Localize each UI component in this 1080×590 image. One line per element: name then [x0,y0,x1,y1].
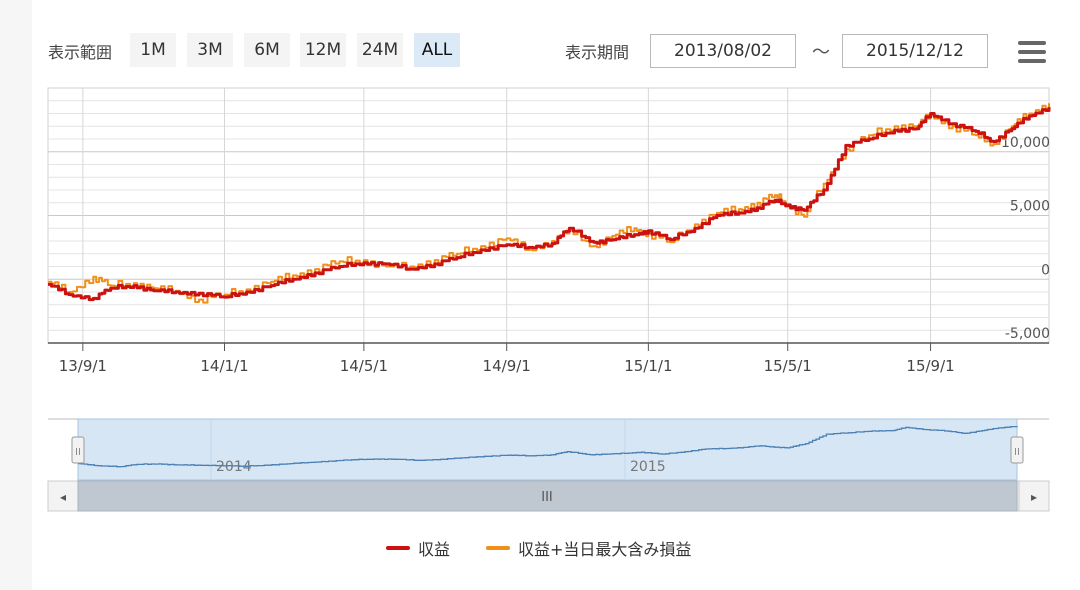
legend-item-profit[interactable]: 収益 [386,536,450,560]
y-tick-label: 0 [1041,262,1050,278]
line-chart: -5,000 0 5,000 10,000 13/9/1 14/1/1 14/5/1 14/… [47,87,1051,512]
range-button-1m[interactable]: 1M [130,33,176,67]
x-tick-label: 14/1/1 [200,357,248,375]
y-tick-label: -5,000 [1005,326,1050,342]
scroll-left-button[interactable] [47,480,79,512]
range-button-3m[interactable]: 3M [187,33,233,67]
range-button-6m[interactable]: 6M [244,33,290,67]
navigator-right-handle[interactable] [1010,436,1024,464]
x-tick-label: 15/1/1 [624,357,672,375]
scroll-left-arrow-icon: ◂ [60,490,66,504]
y-tick-label: 10,000 [1001,135,1050,151]
y-tick-label: 5,000 [1010,199,1050,215]
legend-swatch-profit-max [486,546,510,550]
scrollbar-thumb-grip: III [541,490,553,505]
scrollbar: ◂ III ▸ [47,480,1050,512]
range-button-12m[interactable]: 12M [300,33,346,67]
period-label: 表示期間 [565,43,630,62]
scrollbar-thumb[interactable] [77,480,1018,512]
horizontal-gridlines [48,100,1049,331]
navigator-left-handle[interactable] [71,436,85,464]
x-tick-label: 15/9/1 [906,357,954,375]
scroll-right-button[interactable] [1018,480,1050,512]
legend-item-profit-max[interactable]: 収益+当日最大含み損益 [486,536,691,560]
navigator-series-line [78,425,1018,468]
chart-container: 表示範囲 1M 3M 6M 12M 24M ALL 表示期間 2013/08/0… [32,0,1080,590]
navigator-year-label-2014: 2014 [216,459,252,475]
navigator: 2014 2015 II II [48,418,1049,481]
range-button-all[interactable]: ALL [414,33,460,67]
legend-label-profit-max: 収益+当日最大含み損益 [518,540,692,559]
start-date-input[interactable]: 2013/08/02 [650,34,796,68]
date-range-separator: ～ [812,42,830,63]
end-date-input[interactable]: 2015/12/12 [842,34,988,68]
navigator-year-label-2015: 2015 [630,459,666,475]
navigator-left-handle-grip: II [75,447,81,458]
x-tick-label: 14/5/1 [340,357,388,375]
navigator-selection[interactable] [77,418,1018,481]
x-tick-label: 14/9/1 [483,357,531,375]
x-axis-tick-labels: 13/9/1 14/1/1 14/5/1 14/9/1 15/1/1 15/5/1 15/9… [59,343,955,375]
vertical-gridlines [82,88,932,343]
y-axis-tick-labels: -5,000 0 5,000 10,000 [1001,135,1050,342]
range-button-24m[interactable]: 24M [357,33,403,67]
legend-label-profit: 収益 [418,540,451,559]
range-label: 表示範囲 [48,43,113,62]
x-tick-label: 15/5/1 [764,357,812,375]
legend-swatch-profit [386,546,410,550]
series-line-profit [48,107,1051,302]
scroll-right-arrow-icon: ▸ [1031,490,1037,504]
chart-toolbar: 表示範囲 1M 3M 6M 12M 24M ALL 表示期間 2013/08/0… [32,0,1080,80]
hamburger-menu-icon[interactable] [1018,41,1046,63]
x-tick-label: 13/9/1 [59,357,107,375]
navigator-right-handle-grip: II [1014,447,1020,458]
series-lines [48,103,1051,304]
